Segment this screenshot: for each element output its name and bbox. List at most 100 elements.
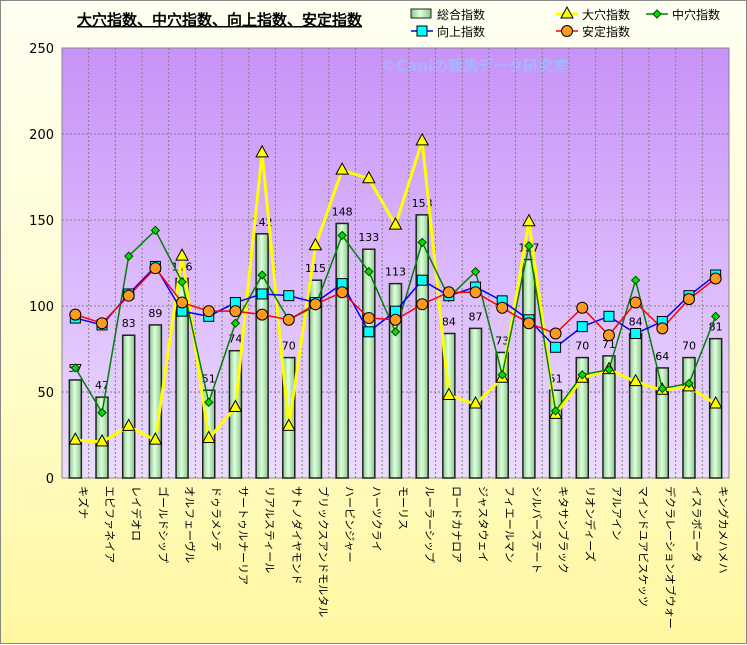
series-3-marker — [416, 274, 428, 286]
x-tick-label: ゴールドシップ — [156, 486, 170, 563]
x-tick-label: ジャスタウェイ — [477, 486, 490, 562]
legend-marker — [561, 25, 573, 37]
bar — [628, 332, 643, 479]
series-4-marker — [442, 286, 455, 299]
y-tick-label: 150 — [29, 214, 54, 229]
series-4-marker — [336, 286, 349, 299]
series-3-marker — [363, 326, 375, 338]
series-1-marker — [281, 418, 296, 431]
series-2-marker — [417, 237, 427, 248]
series-3-marker — [603, 310, 615, 322]
series-4-marker — [69, 308, 82, 321]
series-1-marker — [628, 373, 643, 387]
series-1-marker — [522, 213, 536, 227]
series-2-marker — [630, 275, 641, 285]
series-4-marker — [682, 293, 695, 306]
series-1-marker — [148, 432, 163, 445]
legend-label: 中穴指数 — [672, 7, 720, 22]
series-4-marker — [602, 329, 615, 342]
legend-marker — [560, 5, 574, 19]
legend-marker — [416, 25, 428, 37]
bar — [655, 367, 670, 479]
x-tick-label: オルフェーヴル — [183, 486, 197, 563]
data-label: 71 — [602, 338, 616, 351]
series-3-marker — [283, 290, 295, 302]
data-label: 51 — [202, 372, 216, 385]
series-4-marker — [496, 301, 509, 314]
bar — [575, 356, 590, 479]
chart-title: 大穴指数、中穴指数、向上指数、安定指数 — [77, 11, 363, 29]
x-tick-label: リアルスティール — [263, 486, 276, 573]
data-label: 89 — [148, 307, 162, 320]
series-2-marker — [524, 241, 534, 251]
series-4-marker — [416, 298, 429, 311]
y-tick-label: 200 — [29, 128, 54, 143]
bar — [68, 379, 83, 479]
data-label: 148 — [332, 205, 353, 218]
x-tick-label: ロードカナロア — [450, 486, 463, 563]
bar — [335, 222, 349, 479]
series-4-marker — [176, 296, 189, 309]
x-tick-label: エピファネイア — [103, 486, 116, 563]
x-tick-label: サートゥルナーリア — [236, 486, 249, 585]
series-1-marker — [175, 248, 189, 261]
series-1-marker — [121, 418, 136, 431]
x-tick-label: サトノダイヤモンド — [290, 486, 304, 585]
series-2-marker — [177, 277, 187, 287]
series-1-marker — [95, 433, 109, 447]
series-3-marker — [550, 341, 562, 353]
legend-swatch — [410, 8, 432, 19]
x-tick-label: イスラボニータ — [690, 486, 703, 563]
x-tick-label: ドゥラメンテ — [210, 486, 223, 552]
series-2-marker — [230, 318, 241, 328]
series-4-marker — [389, 313, 402, 326]
bar — [121, 334, 136, 479]
series-1-marker — [68, 432, 83, 445]
series-4-marker — [709, 272, 722, 285]
series-4-marker — [656, 322, 669, 335]
legend-label: 向上指数 — [437, 24, 485, 39]
series-2-marker — [70, 363, 81, 373]
series-1-marker — [708, 395, 723, 409]
data-label: 70 — [682, 340, 696, 353]
data-label: 133 — [358, 231, 379, 244]
series-2-marker — [577, 370, 587, 380]
x-tick-label: フィエールマン — [503, 486, 516, 563]
series-4-marker — [576, 301, 589, 314]
series-2-marker — [604, 364, 614, 375]
data-label: 70 — [282, 340, 296, 353]
series-1-marker — [361, 170, 376, 184]
series-4-marker — [522, 317, 535, 330]
legend-marker — [652, 9, 662, 19]
bar — [602, 355, 616, 479]
series-2-marker — [657, 383, 668, 394]
data-label: 70 — [575, 340, 589, 353]
y-tick-label: 100 — [29, 300, 54, 315]
data-label: 73 — [495, 334, 509, 347]
x-tick-label: レイデオロ — [130, 486, 144, 541]
series-3-marker — [256, 288, 268, 300]
x-tick-label: マインドユアビスケッツ — [637, 486, 650, 607]
series-1-marker — [335, 162, 349, 175]
series-2-marker — [710, 311, 721, 322]
x-tick-label: アルアイン — [610, 486, 623, 540]
watermark: ©Caniの競馬データ研究室 — [381, 57, 568, 75]
data-label: 115 — [305, 262, 326, 275]
series-2-marker — [204, 397, 214, 408]
x-tick-label: ハービンジャー — [343, 486, 356, 562]
series-2-marker — [550, 406, 561, 416]
x-tick-label: ハーツクライ — [370, 486, 383, 552]
series-1-marker — [308, 237, 323, 251]
series-1-marker — [388, 217, 403, 230]
series-1-marker — [255, 144, 269, 158]
series-4-marker — [469, 286, 482, 299]
series-2-marker — [337, 230, 347, 241]
x-tick-label: ブリックスアンドモルタル — [316, 486, 330, 617]
y-tick-label: 50 — [37, 386, 54, 401]
series-3-marker — [630, 328, 642, 340]
x-tick-label: シルバーステート — [530, 486, 543, 573]
series-4-marker — [149, 262, 162, 275]
series-1-marker — [201, 430, 216, 443]
series-2-marker — [390, 327, 401, 337]
